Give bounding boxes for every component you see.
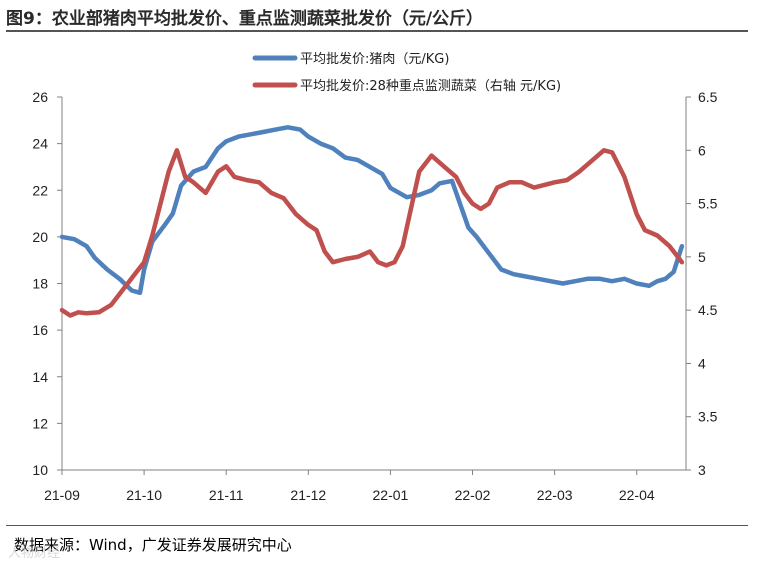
series-line-pork [59, 125, 685, 296]
source-note: 数据来源：Wind，广发证券发展研究中心 [14, 536, 292, 554]
x-tick-label: 21-12 [290, 487, 326, 503]
x-tick-label: 22-03 [537, 487, 573, 503]
y-right-tick-label: 5.5 [698, 196, 718, 212]
y-left-tick-label: 26 [32, 89, 48, 105]
series-line-vegetables [59, 148, 685, 318]
y-left-tick-label: 10 [32, 462, 48, 478]
y-right-tick-label: 6 [698, 142, 706, 158]
legend-label: 平均批发价:28种重点监测蔬菜（右轴 元/KG) [300, 78, 561, 94]
chart-title: 图9：农业部猪肉平均批发价、重点监测蔬菜批发价（元/公斤） [6, 9, 484, 29]
x-tick-label: 21-09 [44, 487, 80, 503]
y-left-tick-label: 14 [32, 369, 48, 385]
y-left-tick-label: 16 [32, 322, 48, 338]
y-right-tick-label: 3 [698, 462, 706, 478]
x-tick-label: 22-04 [619, 487, 655, 503]
legend-label: 平均批发价:猪肉（元/KG) [300, 51, 449, 67]
watermark: 人物财经 [8, 546, 61, 561]
top-rule [6, 30, 748, 32]
y-right-tick-label: 3.5 [698, 409, 718, 425]
bottom-rule [6, 525, 748, 526]
y-right-tick-label: 5 [698, 249, 706, 265]
chart: 10 12 14 16 18 20 22 24 26 3 3.5 4 4.5 5 5.5 6 6.5 21-09 2… [32, 51, 718, 503]
y-left-tick-label: 18 [32, 276, 48, 292]
x-tick-label: 22-02 [455, 487, 491, 503]
y-right-tick-label: 6.5 [698, 89, 718, 105]
x-tick-label: 21-10 [126, 487, 162, 503]
y-left-tick-label: 12 [32, 415, 48, 431]
y-left-tick-label: 22 [32, 182, 48, 198]
x-tick-label: 22-01 [373, 487, 409, 503]
x-tick-label: 21-11 [209, 487, 244, 503]
y-left-tick-label: 24 [32, 136, 48, 152]
y-right-tick-label: 4.5 [698, 302, 718, 318]
y-left-tick-label: 20 [32, 229, 48, 245]
y-right-tick-label: 4 [698, 355, 706, 371]
